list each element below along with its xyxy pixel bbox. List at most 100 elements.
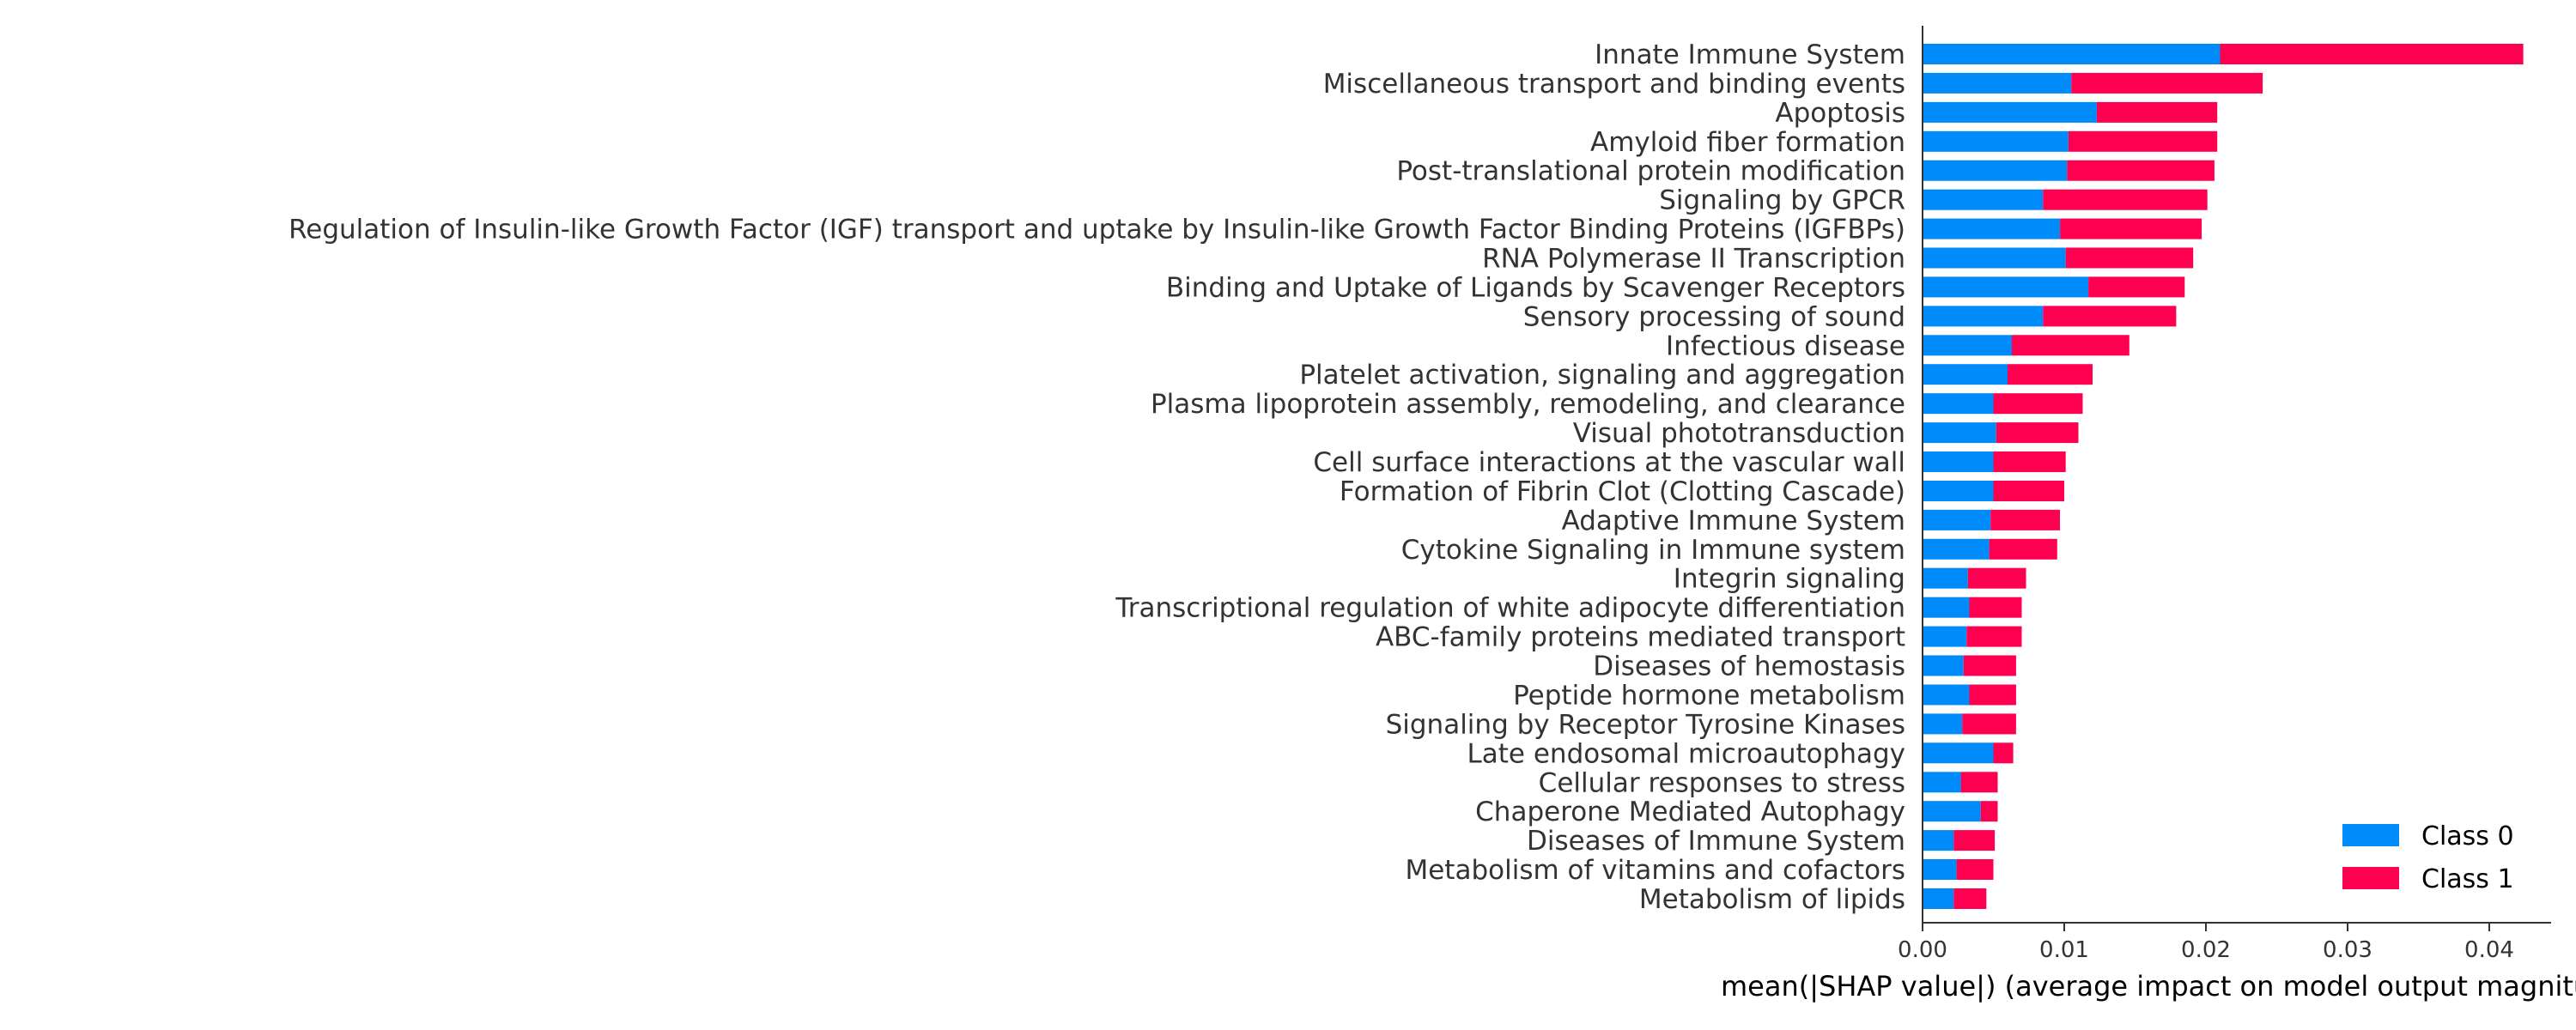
bar-class-0 — [1923, 160, 2068, 181]
bar-class-0 — [1923, 655, 1964, 676]
category-label: Late endosomal microautophagy — [1467, 738, 1906, 769]
bar-class-0 — [1923, 713, 1963, 735]
bar-class-1 — [1993, 481, 2064, 501]
bar-class-1 — [2011, 335, 2129, 356]
bar-class-0 — [1923, 335, 2012, 356]
bar-class-1 — [1953, 830, 1996, 851]
category-label: Apoptosis — [1775, 98, 1905, 129]
bar-class-0 — [1923, 830, 1954, 851]
category-label: Diseases of hemostasis — [1593, 651, 1905, 682]
legend: Class 0 Class 1 — [2342, 821, 2514, 894]
bar-class-0 — [1923, 306, 2044, 327]
bar-class-1 — [2065, 247, 2194, 269]
bar-class-1 — [1967, 567, 2026, 589]
category-label: Chaperone Mediated Autophagy — [1475, 797, 1905, 827]
bar-class-1 — [2060, 218, 2202, 239]
bar-class-1 — [2043, 189, 2208, 210]
category-label: Peptide hormone metabolism — [1513, 680, 1905, 711]
category-label: Platelet activation, signaling and aggre… — [1299, 360, 1905, 391]
x-tick-label: 0.04 — [2464, 937, 2514, 963]
axes — [1922, 26, 2551, 924]
category-label: ABC-family proteins mediated transport — [1376, 622, 1905, 653]
bar-class-1 — [2071, 72, 2263, 94]
category-label: RNA Polymerase II Transcription — [1482, 244, 1905, 275]
bar-class-1 — [1993, 451, 2066, 472]
bar-class-1 — [1969, 684, 2016, 706]
bar-class-0 — [1923, 509, 1991, 530]
bar-class-0 — [1923, 72, 2072, 94]
bar-class-0 — [1923, 772, 1961, 793]
bar-class-0 — [1923, 538, 1990, 560]
category-label: Regulation of Insulin-like Growth Factor… — [289, 215, 1905, 245]
legend-swatch-class-1 — [2342, 867, 2399, 889]
category-label: Transcriptional regulation of white adip… — [1115, 593, 1905, 624]
category-label: Innate Immune System — [1595, 39, 1905, 70]
bar-class-1 — [1993, 742, 2014, 764]
x-ticks: 0.00 0.01 0.02 0.03 0.04 — [1898, 923, 2514, 963]
x-tick-label: 0.00 — [1898, 937, 1947, 963]
category-label: Metabolism of lipids — [1639, 884, 1905, 915]
category-label: Cellular responses to stress — [1539, 767, 1905, 798]
bar-class-1 — [1962, 713, 2016, 735]
bar-class-1 — [1956, 859, 1994, 880]
category-label: Plasma lipoprotein assembly, remodeling,… — [1151, 389, 1905, 420]
bar-class-0 — [1923, 422, 1996, 444]
category-label: Infectious disease — [1666, 330, 1905, 361]
bar-class-0 — [1923, 567, 1968, 589]
category-label: Binding and Uptake of Ligands by Scaveng… — [1166, 272, 1905, 303]
bar-class-1 — [1963, 655, 2016, 676]
category-label: Miscellaneous transport and binding even… — [1323, 69, 1905, 100]
bar-class-1 — [1996, 422, 2079, 444]
legend-swatch-class-0 — [2342, 824, 2399, 846]
category-label: Adaptive Immune System — [1562, 506, 1905, 536]
category-label: Integrin signaling — [1674, 564, 1905, 595]
bar-class-1 — [1990, 509, 2060, 530]
bar-class-0 — [1923, 451, 1994, 472]
bar-class-0 — [1923, 364, 2008, 385]
bar-class-0 — [1923, 276, 2089, 298]
bars-layer — [1923, 44, 2524, 909]
bar-class-1 — [1966, 626, 2022, 647]
x-tick-label: 0.02 — [2181, 937, 2231, 963]
bar-class-1 — [2068, 130, 2218, 152]
category-label: Cytokine Signaling in Immune system — [1401, 535, 1905, 566]
category-label: Amyloid fiber formation — [1590, 127, 1905, 158]
legend-label-class-0: Class 0 — [2421, 821, 2514, 851]
bar-class-1 — [1980, 801, 1998, 822]
bar-class-0 — [1923, 218, 2061, 239]
category-label: Sensory processing of sound — [1523, 301, 1905, 332]
bar-class-0 — [1923, 247, 2066, 269]
bar-class-0 — [1923, 742, 1994, 764]
bar-class-0 — [1923, 801, 1981, 822]
bar-class-1 — [2008, 364, 2093, 385]
bar-class-1 — [1993, 393, 2083, 415]
legend-label-class-1: Class 1 — [2421, 864, 2514, 894]
category-label: Formation of Fibrin Clot (Clotting Casca… — [1340, 476, 1905, 507]
bar-class-1 — [2096, 101, 2218, 123]
category-label: Diseases of Immune System — [1527, 826, 1905, 857]
bar-class-0 — [1923, 597, 1970, 618]
bar-class-0 — [1923, 481, 1994, 501]
category-label: Cell surface interactions at the vascula… — [1313, 447, 1905, 478]
x-axis-title: mean(|SHAP value|) (average impact on mo… — [1721, 970, 2576, 1003]
category-label: Visual phototransduction — [1573, 418, 1905, 449]
category-label: Signaling by Receptor Tyrosine Kinases — [1386, 709, 1905, 740]
x-tick-label: 0.01 — [2039, 937, 2089, 963]
bar-class-0 — [1923, 888, 1954, 909]
category-label: Post-translational protein modification — [1396, 156, 1905, 187]
category-label: Signaling by GPCR — [1659, 185, 1905, 216]
bar-class-0 — [1923, 101, 2097, 123]
x-tick-label: 0.03 — [2323, 937, 2372, 963]
bar-class-1 — [1969, 597, 2022, 618]
bar-class-1 — [1953, 888, 1987, 909]
bar-class-0 — [1923, 626, 1967, 647]
bar-class-1 — [2043, 306, 2177, 327]
bar-class-1 — [2067, 160, 2215, 181]
bar-class-0 — [1923, 393, 1994, 415]
bar-class-0 — [1923, 189, 2044, 210]
bar-class-0 — [1923, 684, 1970, 706]
bar-class-0 — [1923, 130, 2069, 152]
bar-class-1 — [1989, 538, 2057, 560]
